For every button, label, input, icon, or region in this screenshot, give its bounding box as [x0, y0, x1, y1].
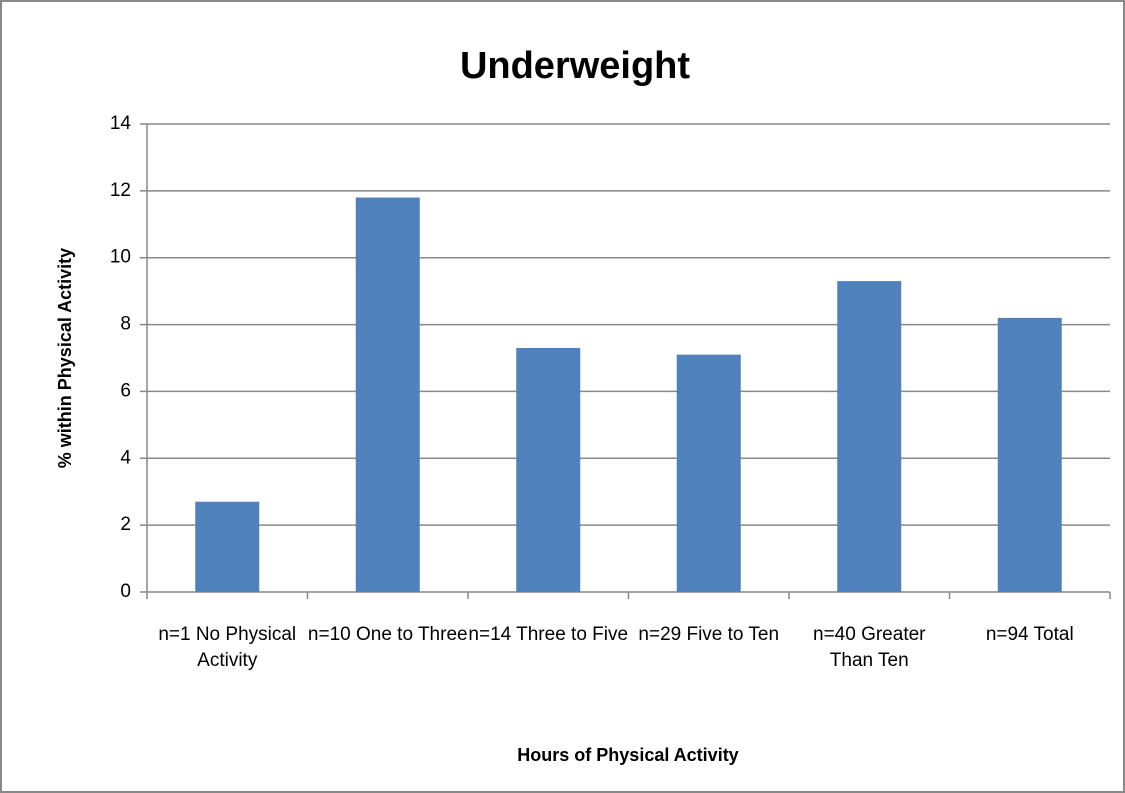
x-tick-label: n=40 Greater Than Ten: [813, 624, 926, 671]
y-tick-label: 14: [110, 113, 132, 134]
y-tick-label: 8: [120, 314, 131, 335]
chart-title: Underweight: [460, 45, 690, 87]
y-tick-label: 4: [120, 447, 131, 468]
bar: [516, 347, 581, 592]
bar: [997, 317, 1062, 592]
x-tick-label: n=10 One to Three: [307, 624, 468, 645]
x-tick-label: n=14 Three to Five: [468, 624, 629, 645]
bar: [676, 354, 741, 592]
bar: [195, 501, 260, 592]
y-tick-label: 2: [120, 514, 131, 535]
x-axis-label: Hours of Physical Activity: [517, 745, 738, 765]
x-tick-label: n=1 No Physical Activity: [158, 624, 297, 671]
y-tick-label: 0: [120, 581, 131, 602]
y-tick-label: 10: [110, 247, 131, 268]
x-tick-label: n=94 Total: [985, 624, 1074, 645]
x-tick-label: n=29 Five to Ten: [638, 624, 780, 645]
y-tick-label: 12: [110, 180, 131, 201]
bar: [837, 281, 902, 592]
y-tick-label: 6: [120, 380, 131, 401]
y-axis-label: % within Physical Activity: [55, 248, 75, 468]
bar: [355, 197, 420, 593]
